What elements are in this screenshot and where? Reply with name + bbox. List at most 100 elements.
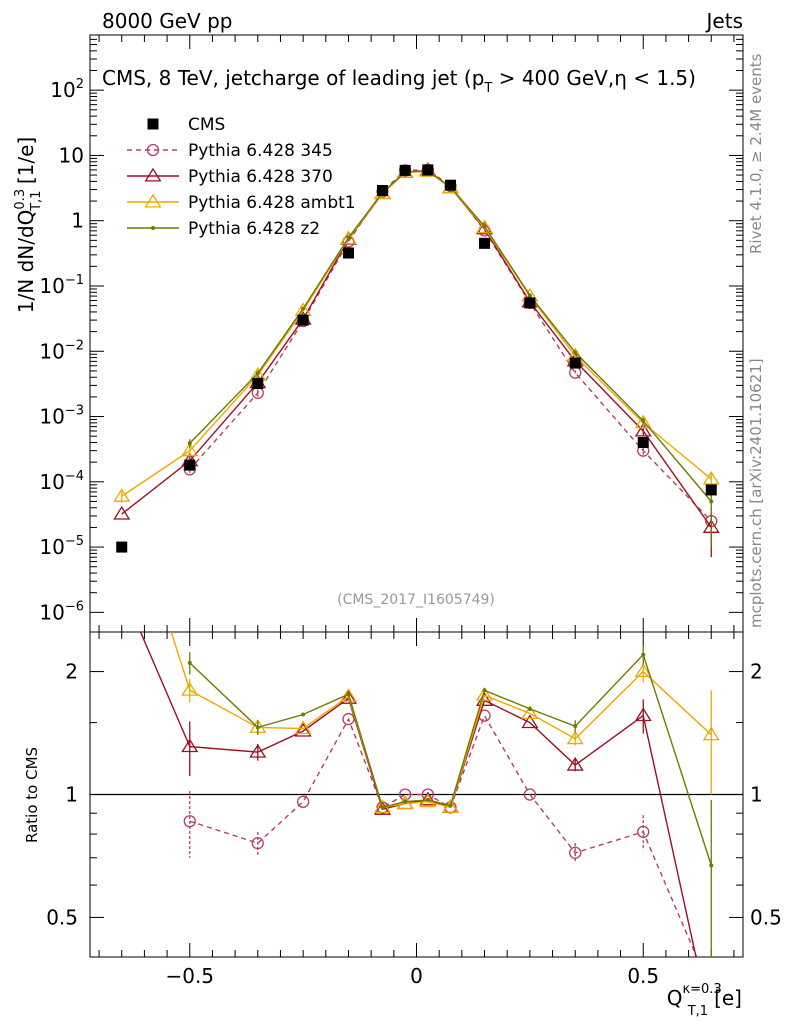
ratio-series-p370-marker: [521, 714, 539, 729]
main-series-z2-marker: [482, 224, 487, 229]
y-tick-base: 10: [39, 470, 64, 494]
x-label-sup: κ=0.3: [682, 982, 721, 997]
ratio-series-p345-marker: [251, 837, 264, 850]
legend-marker: [144, 167, 162, 182]
ratio-y-tick-label: 0.5: [46, 905, 78, 929]
cms-data-point: [422, 164, 434, 176]
cms-data-point: [479, 237, 491, 249]
ratio-series-p345-group: [183, 709, 698, 957]
title-sub-T: T: [483, 81, 492, 96]
main-series-ambt1-marker: [339, 230, 357, 245]
ratio-series-z2-marker: [527, 706, 532, 711]
ratio-y-tick-label-right: 0.5: [750, 905, 782, 929]
ratio-series-p370-marker: [566, 756, 584, 771]
legend-label: Pythia 6.428 345: [188, 141, 333, 161]
x-tick-label: 0: [410, 964, 423, 988]
y-label-sub: T,1: [29, 191, 44, 212]
cms-data-point: [637, 437, 649, 449]
ratio-series-p345-line: [189, 713, 698, 957]
main-series-z2-marker: [346, 235, 351, 240]
y-tick-label: 1: [71, 209, 84, 233]
plot-title: CMS, 8 TeV, jetcharge of leading jet (pT…: [102, 66, 696, 96]
ratio-series-z2-marker: [403, 799, 408, 804]
y-tick-exp: −4: [65, 469, 84, 484]
ratio-series-z2-marker: [482, 688, 487, 693]
y-tick-exp: −2: [65, 338, 84, 353]
legend-marker: [144, 193, 162, 208]
cms-data-point: [252, 378, 264, 390]
ratio-series-ambt1-marker: [702, 726, 720, 741]
legend-marker: [151, 226, 155, 230]
ratio-series-p345-marker: [523, 788, 537, 801]
cms-data-point: [705, 484, 717, 496]
ratio-series-z2-marker: [709, 863, 714, 868]
ratio-series-ambt1-marker: [566, 730, 584, 745]
ratio-series-ambt1-marker: [521, 705, 539, 719]
y-label-unit: [1/e]: [14, 137, 38, 191]
ratio-series-p370-marker: [339, 690, 357, 704]
ratio-series-p345-marker: [183, 815, 196, 828]
ratio-series-p345-marker: [342, 712, 355, 726]
y-tick-base: 10: [39, 405, 64, 429]
main-series-z2-marker: [187, 441, 192, 446]
side-label-rivet: Rivet 4.1.0, ≥ 2.4M events: [747, 53, 765, 254]
ratio-series-ambt1-group: [170, 632, 720, 813]
y-tick-label: 10−6: [39, 599, 84, 624]
ratio-series-p370-marker: [373, 801, 392, 815]
cms-data-point: [569, 357, 581, 369]
title-part-2: > 400 GeV,η < 1.5): [492, 66, 696, 90]
main-series-ambt1-marker: [634, 414, 652, 429]
ratio-series-ambt1-line: [170, 632, 712, 809]
title-part-1: CMS, 8 TeV, jetcharge of leading jet (p: [102, 66, 484, 90]
y-tick-exp: −5: [65, 534, 84, 549]
ratio-series-p370-marker: [249, 743, 267, 758]
y-tick-exp: −1: [65, 273, 84, 288]
ratio-y-tick-label-right: 1: [750, 783, 763, 807]
cms-data-point: [184, 459, 196, 471]
y-tick-base: 10: [39, 339, 64, 363]
y-tick-exp: −3: [65, 404, 84, 419]
y-tick-base: 10: [39, 274, 64, 298]
y-tick-exp: −6: [65, 599, 84, 614]
ratio-series-ambt1-marker: [476, 687, 494, 701]
y-tick-label: 102: [50, 77, 84, 102]
ratio-series-ambt1-marker: [634, 663, 652, 678]
y-tick-label: 10−4: [39, 469, 84, 494]
y-tick-label: 10−5: [39, 534, 84, 559]
y-axis-label-ratio: Ratio to CMS: [23, 747, 41, 843]
ratio-series-p370-marker: [476, 692, 494, 706]
cms-data-point: [116, 541, 128, 553]
analysis-watermark: (CMS_2017_I1605749): [337, 592, 495, 608]
ratio-series-p370-marker: [294, 722, 312, 737]
ratio-series-z2-marker: [425, 797, 430, 802]
cms-data-point: [342, 247, 354, 259]
cms-data-point: [376, 185, 388, 197]
y-tick-label: 10−2: [39, 338, 84, 363]
cms-data-point: [524, 297, 536, 309]
ratio-y-tick-label: 1: [65, 783, 78, 807]
ratio-series-p370-marker: [419, 791, 437, 806]
ratio-panel: −0.5 0 0.5 0.5 0.5 1 1 2 2: [46, 581, 782, 988]
ratio-y-tick-label-right: 2: [750, 660, 763, 684]
main-series-z2-marker: [255, 371, 260, 376]
y-tick-label: 10−3: [39, 404, 84, 429]
main-series-p370-marker: [113, 505, 131, 520]
legend-marker: [146, 143, 160, 157]
side-label-mcplots: mcplots.cern.ch [arXiv:2401.10621]: [747, 358, 765, 628]
y-tick-label: 10: [59, 143, 84, 167]
legend: CMS Pythia 6.428 345 Pythia 6.428 370 Pythi…: [127, 115, 356, 239]
main-series-z2-marker: [709, 499, 714, 504]
ratio-series-p370-marker: [634, 707, 652, 722]
ratio-series-p370-marker: [114, 581, 129, 593]
main-series-z2-marker: [527, 293, 532, 298]
legend-label: CMS: [188, 115, 225, 135]
x-axis-label: Qκ=0.3 T,1[e]: [667, 982, 742, 1019]
ratio-series-p345-marker: [569, 846, 582, 859]
ratio-series-z2-group: [187, 645, 714, 957]
ratio-series-ambt1-marker: [294, 720, 312, 735]
ratio-y-tick-label: 2: [65, 660, 78, 684]
ratio-series-ambt1-marker: [441, 799, 460, 813]
ratio-series-ambt1-marker: [181, 682, 199, 696]
